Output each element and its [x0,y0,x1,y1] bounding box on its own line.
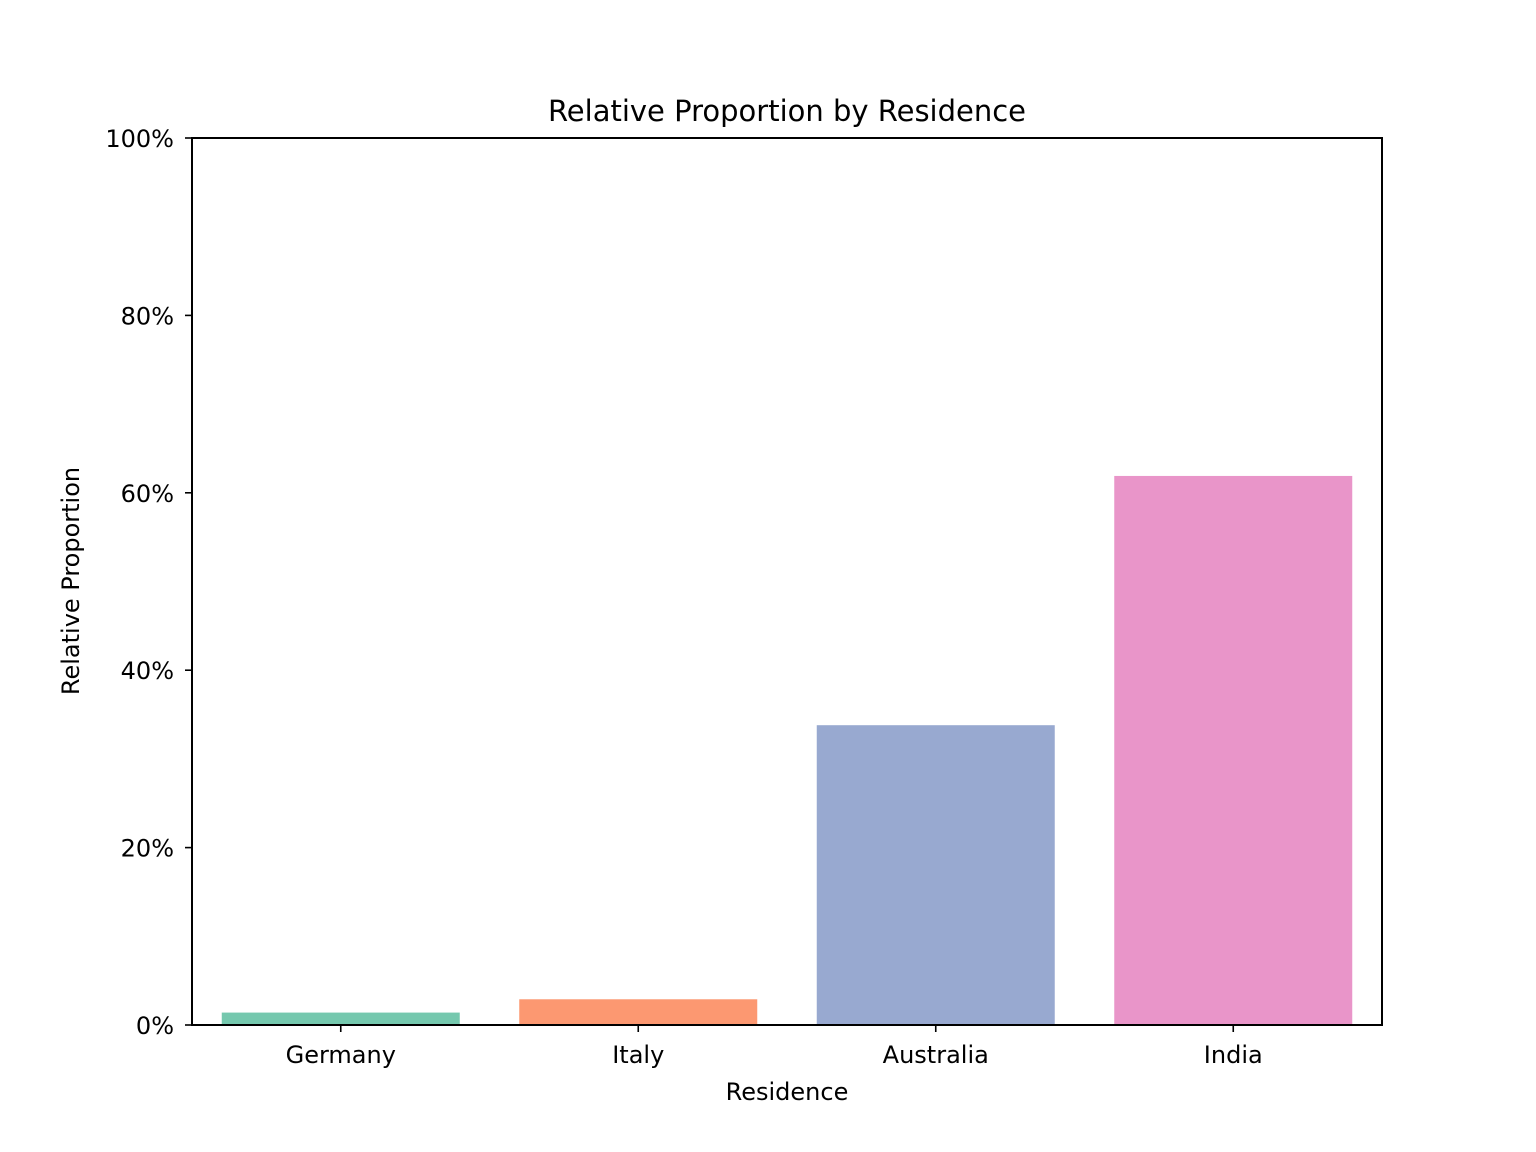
plot-frame [191,137,1383,1026]
chart-title: Relative Proportion by Residence [548,94,1026,128]
y-axis-ticks: 0% 20% 40% 60% 80% 100% [105,125,192,1040]
x-tick-label: Italy [612,1041,664,1069]
y-tick-label: 0% [136,1012,174,1040]
bar-india [1114,475,1353,1025]
y-tick-label: 80% [121,302,174,330]
bar-italy [519,999,758,1025]
x-tick-label: Germany [286,1041,396,1069]
bar-germany [221,1012,460,1025]
x-axis-label: Residence [726,1078,849,1106]
y-axis-label: Relative Proportion [57,467,85,695]
y-tick-label: 100% [105,125,174,153]
x-axis-ticks: Germany Italy Australia India [286,1025,1263,1069]
y-tick-label: 20% [121,835,174,863]
bar-australia [816,725,1055,1025]
x-tick-label: India [1204,1041,1263,1069]
x-tick-label: Australia [883,1041,989,1069]
y-tick-label: 40% [121,657,174,685]
y-tick-label: 60% [121,480,174,508]
bars-group [221,475,1353,1025]
